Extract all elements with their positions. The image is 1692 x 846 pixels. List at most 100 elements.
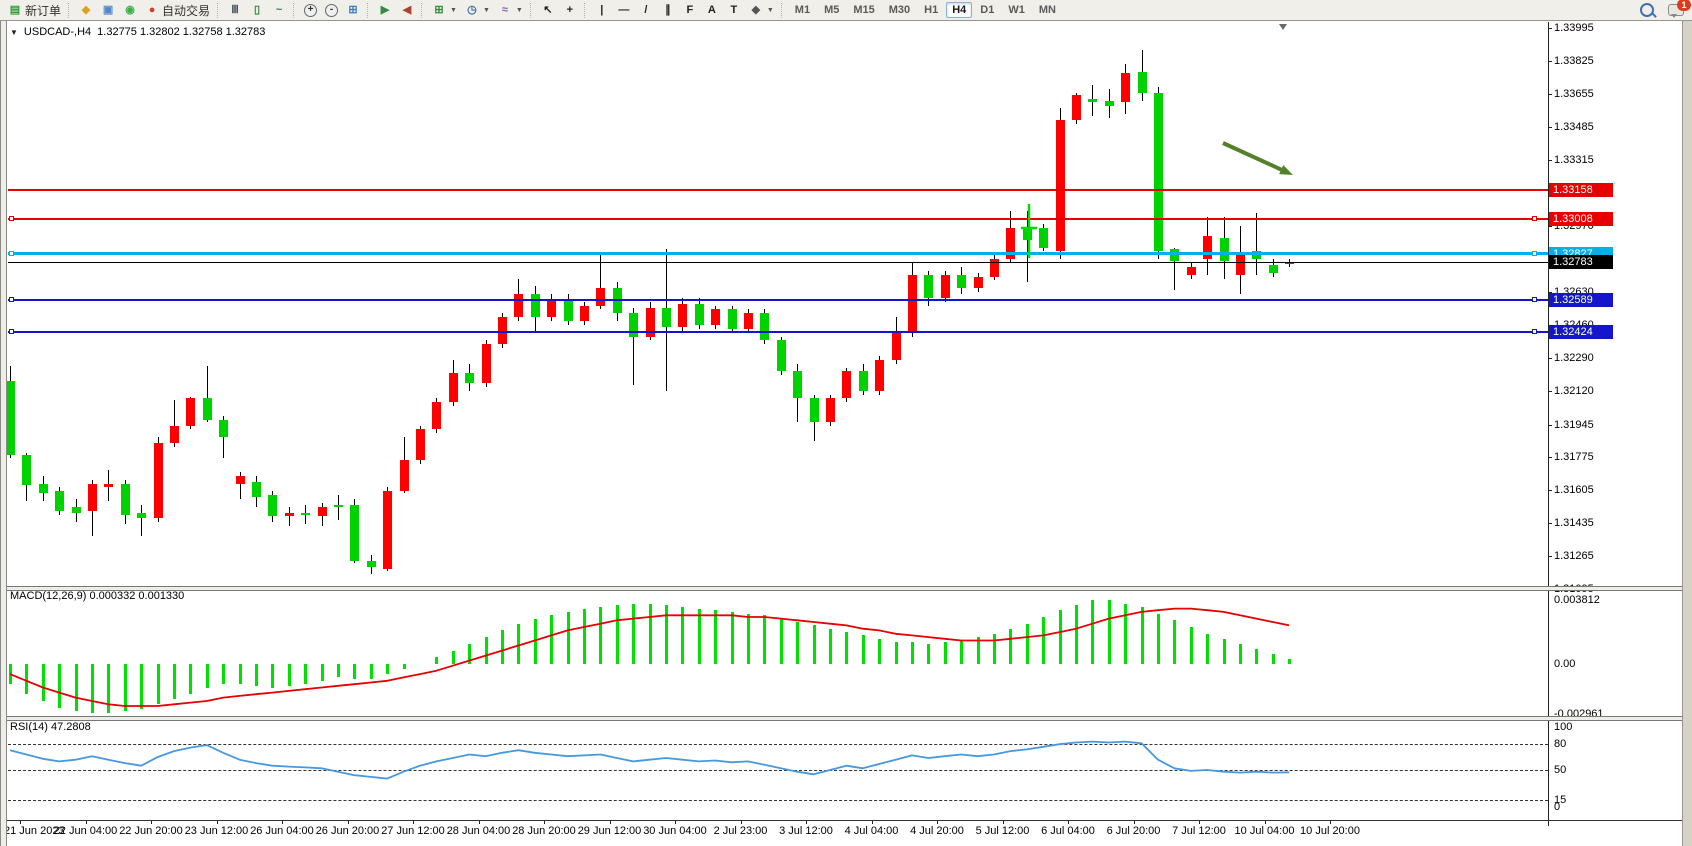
tf-button-H1[interactable]: H1 (924, 4, 939, 16)
toolbar-separator (583, 2, 588, 18)
tf-button-M1[interactable]: M1 (794, 4, 811, 16)
tf-button-MN[interactable]: MN (1038, 4, 1056, 16)
cursor-button[interactable]: ↖ (537, 1, 559, 19)
zoom-out-button[interactable]: - (321, 2, 342, 19)
date-axis-tick (1330, 820, 1331, 824)
candle-wick (141, 504, 143, 536)
new-order-button[interactable]: ▤ 新订单 (4, 0, 65, 21)
fibonacci-button[interactable]: F (679, 1, 701, 19)
shapes-button-dropdown-icon[interactable]: ▼ (766, 6, 774, 14)
rsi-pane-splitter[interactable] (7, 716, 1682, 721)
new-chart-button-dropdown-icon[interactable]: ▼ (450, 6, 457, 14)
trendline-button[interactable]: / (635, 1, 657, 19)
chat-icon-tail (1671, 14, 1677, 18)
macd-histogram-bar (74, 664, 78, 712)
new-chart-button[interactable]: ⊞ ▼ (428, 1, 461, 19)
autotrading-button[interactable]: ● 自动交易 (141, 0, 214, 21)
rsi-axis-label: 15 (1554, 794, 1567, 807)
candle-body (694, 303, 704, 325)
candle-body (235, 475, 245, 484)
text-button[interactable]: A (701, 1, 723, 19)
market-watch-button[interactable]: ▣ (97, 1, 119, 19)
price-axis-tick (1548, 126, 1552, 128)
channel-button[interactable]: ∥ (657, 1, 679, 19)
zoom-in-icon: + (304, 3, 318, 17)
date-axis-label: 6 Jul 04:00 (1041, 825, 1095, 837)
horizontal-line-object[interactable] (8, 330, 1548, 333)
macd-histogram-bar (402, 664, 406, 670)
indicators-button-dropdown-icon[interactable]: ▼ (515, 6, 523, 14)
auto-scroll-button[interactable]: ▶ (374, 1, 396, 19)
tf-button-H4[interactable]: H4 (946, 2, 973, 18)
line-endpoint-handle[interactable] (1532, 216, 1537, 222)
macd-histogram-bar (353, 664, 357, 680)
date-axis-tick (675, 820, 676, 824)
zoom-in-button[interactable]: + (300, 2, 321, 19)
crosshair-button[interactable]: + (559, 1, 581, 19)
signals-icon: ◆ (81, 4, 91, 16)
bar-chart-button[interactable]: Ⅲ (224, 1, 246, 19)
period-button-dropdown-icon[interactable]: ▼ (482, 6, 490, 14)
date-axis-tick (1002, 820, 1004, 824)
macd-histogram-bar (681, 606, 685, 664)
macd-pane-splitter[interactable] (7, 586, 1682, 591)
date-axis-tick (85, 820, 87, 824)
macd-histogram-bar (222, 664, 226, 685)
line-endpoint-handle[interactable] (1532, 251, 1537, 257)
horizontal-line-button[interactable]: — (613, 1, 635, 19)
toolbar-separator (68, 2, 72, 18)
label-button[interactable]: T (723, 1, 745, 19)
indicators-button[interactable]: ≈ ▼ (494, 1, 527, 19)
horizontal-line-object[interactable] (8, 188, 1548, 191)
candle-body (1219, 237, 1229, 262)
date-axis-tick (347, 820, 349, 824)
line-endpoint-handle[interactable] (9, 329, 14, 335)
one-click-collapse-icon[interactable]: ▼ (10, 27, 18, 37)
candle-body (645, 307, 655, 337)
candle-body (858, 371, 868, 391)
price-axis-label: 1.31265 (1554, 550, 1594, 563)
candlestick-chart-button[interactable]: ▯ (246, 1, 268, 19)
line-endpoint-handle[interactable] (9, 216, 14, 222)
candle-wick (1174, 247, 1176, 291)
chart-window-right-border (1682, 21, 1692, 846)
horizontal-line-object[interactable] (8, 298, 1548, 301)
tf-button-M30[interactable]: M30 (888, 4, 911, 16)
macd-histogram-bar (566, 611, 570, 664)
line-endpoint-handle[interactable] (1532, 329, 1537, 335)
chart-shift-marker-icon[interactable] (1279, 24, 1287, 30)
candle-body (170, 425, 179, 443)
crosshair-icon: + (566, 4, 574, 16)
candle-body (55, 491, 65, 511)
chart-shift-button[interactable]: ◀ (396, 1, 418, 19)
macd-histogram-bar (960, 640, 964, 664)
date-axis-label: 22 Jun 04:00 (53, 825, 118, 837)
period-button[interactable]: ◷ ▼ (461, 1, 494, 19)
news-button[interactable]: ◉ (119, 1, 141, 19)
trend-arrow-annotation[interactable] (1222, 141, 1287, 174)
candle-body (530, 293, 540, 318)
line-endpoint-handle[interactable] (9, 297, 14, 303)
horizontal-line-object[interactable] (8, 217, 1548, 220)
tile-windows-button[interactable]: ⊞ (342, 1, 364, 19)
candle-wick (206, 365, 208, 422)
line-endpoint-handle[interactable] (9, 251, 14, 257)
line-chart-button[interactable]: ~ (268, 1, 290, 19)
tf-button-D1[interactable]: D1 (980, 4, 995, 16)
line-endpoint-handle[interactable] (1532, 297, 1537, 303)
shapes-button[interactable]: ◆ ▼ (745, 1, 778, 19)
horizontal-line-object[interactable] (8, 252, 1548, 256)
macd-histogram-bar (911, 642, 914, 664)
vertical-line-button[interactable]: | (591, 1, 613, 19)
signals-button[interactable]: ◆ (75, 1, 97, 19)
date-axis-tick (1133, 820, 1135, 824)
current-price-line[interactable] (8, 261, 1548, 263)
chat-icon[interactable]: 1 (1668, 0, 1691, 18)
new-order-icon: ▤ (9, 4, 21, 16)
tf-button-M15[interactable]: M15 (853, 4, 875, 16)
date-axis-line (7, 820, 1682, 821)
tf-button-W1[interactable]: W1 (1008, 4, 1025, 16)
search-icon[interactable] (1640, 3, 1657, 18)
tf-button-M5[interactable]: M5 (824, 4, 840, 16)
candle-body (793, 371, 803, 399)
